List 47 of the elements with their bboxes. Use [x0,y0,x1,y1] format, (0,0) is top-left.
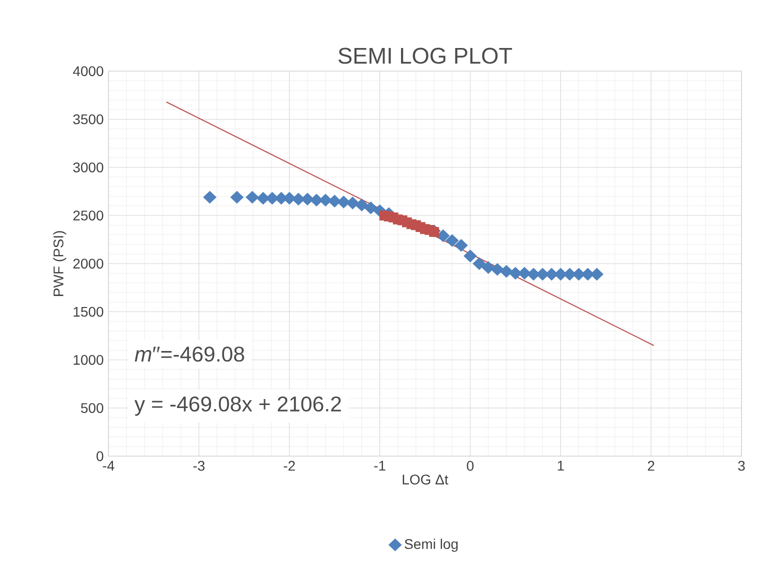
y-tick-label: 2000 [73,258,104,269]
x-tick-label: 2 [648,460,654,471]
point [230,190,244,204]
y-tick-label: 0 [96,451,104,462]
x-tick-label: -2 [284,460,295,471]
annotation: y = -469.08x + 2106.2 [134,396,341,416]
point [500,265,513,278]
y-axis-title: PWF (PSI) [53,231,66,296]
point [572,268,586,281]
y-tick-label: 4000 [72,66,104,76]
point [346,196,360,210]
point [454,239,468,252]
point [364,202,378,214]
y-tick-label: 1500 [74,306,104,317]
x-tick-label: -4 [102,460,114,470]
x-tick-label: 1 [558,460,564,470]
legend-label: Semi log [404,538,458,552]
point [328,194,342,208]
y-tick-label: 1000 [74,354,104,365]
annotation: m′′=-469.08 [134,346,244,362]
point [246,190,259,204]
point [563,268,576,281]
point [472,257,486,270]
point [482,261,495,274]
point [545,268,558,281]
y-tick-label: 3000 [73,162,104,172]
y-tick-label: 2500 [73,210,104,220]
x-tick-label: 3 [738,460,745,471]
point [436,229,450,242]
x-tick-label: 0 [466,460,474,471]
point [256,192,270,204]
chart-title: SEMI LOG PLOT [338,48,512,64]
y-tick-label: 500 [81,403,104,413]
x-axis-title: LOG Δt [402,474,448,485]
x-tick-label: -3 [193,460,205,471]
point [464,250,477,262]
point [266,192,279,204]
point [203,190,216,204]
point [581,268,594,281]
x-tick-label: -1 [374,460,386,470]
point [554,268,568,281]
point [355,198,368,212]
point [490,263,504,276]
point [590,268,604,281]
point [446,234,459,247]
y-tick-label: 3500 [73,114,104,124]
point [300,192,314,206]
